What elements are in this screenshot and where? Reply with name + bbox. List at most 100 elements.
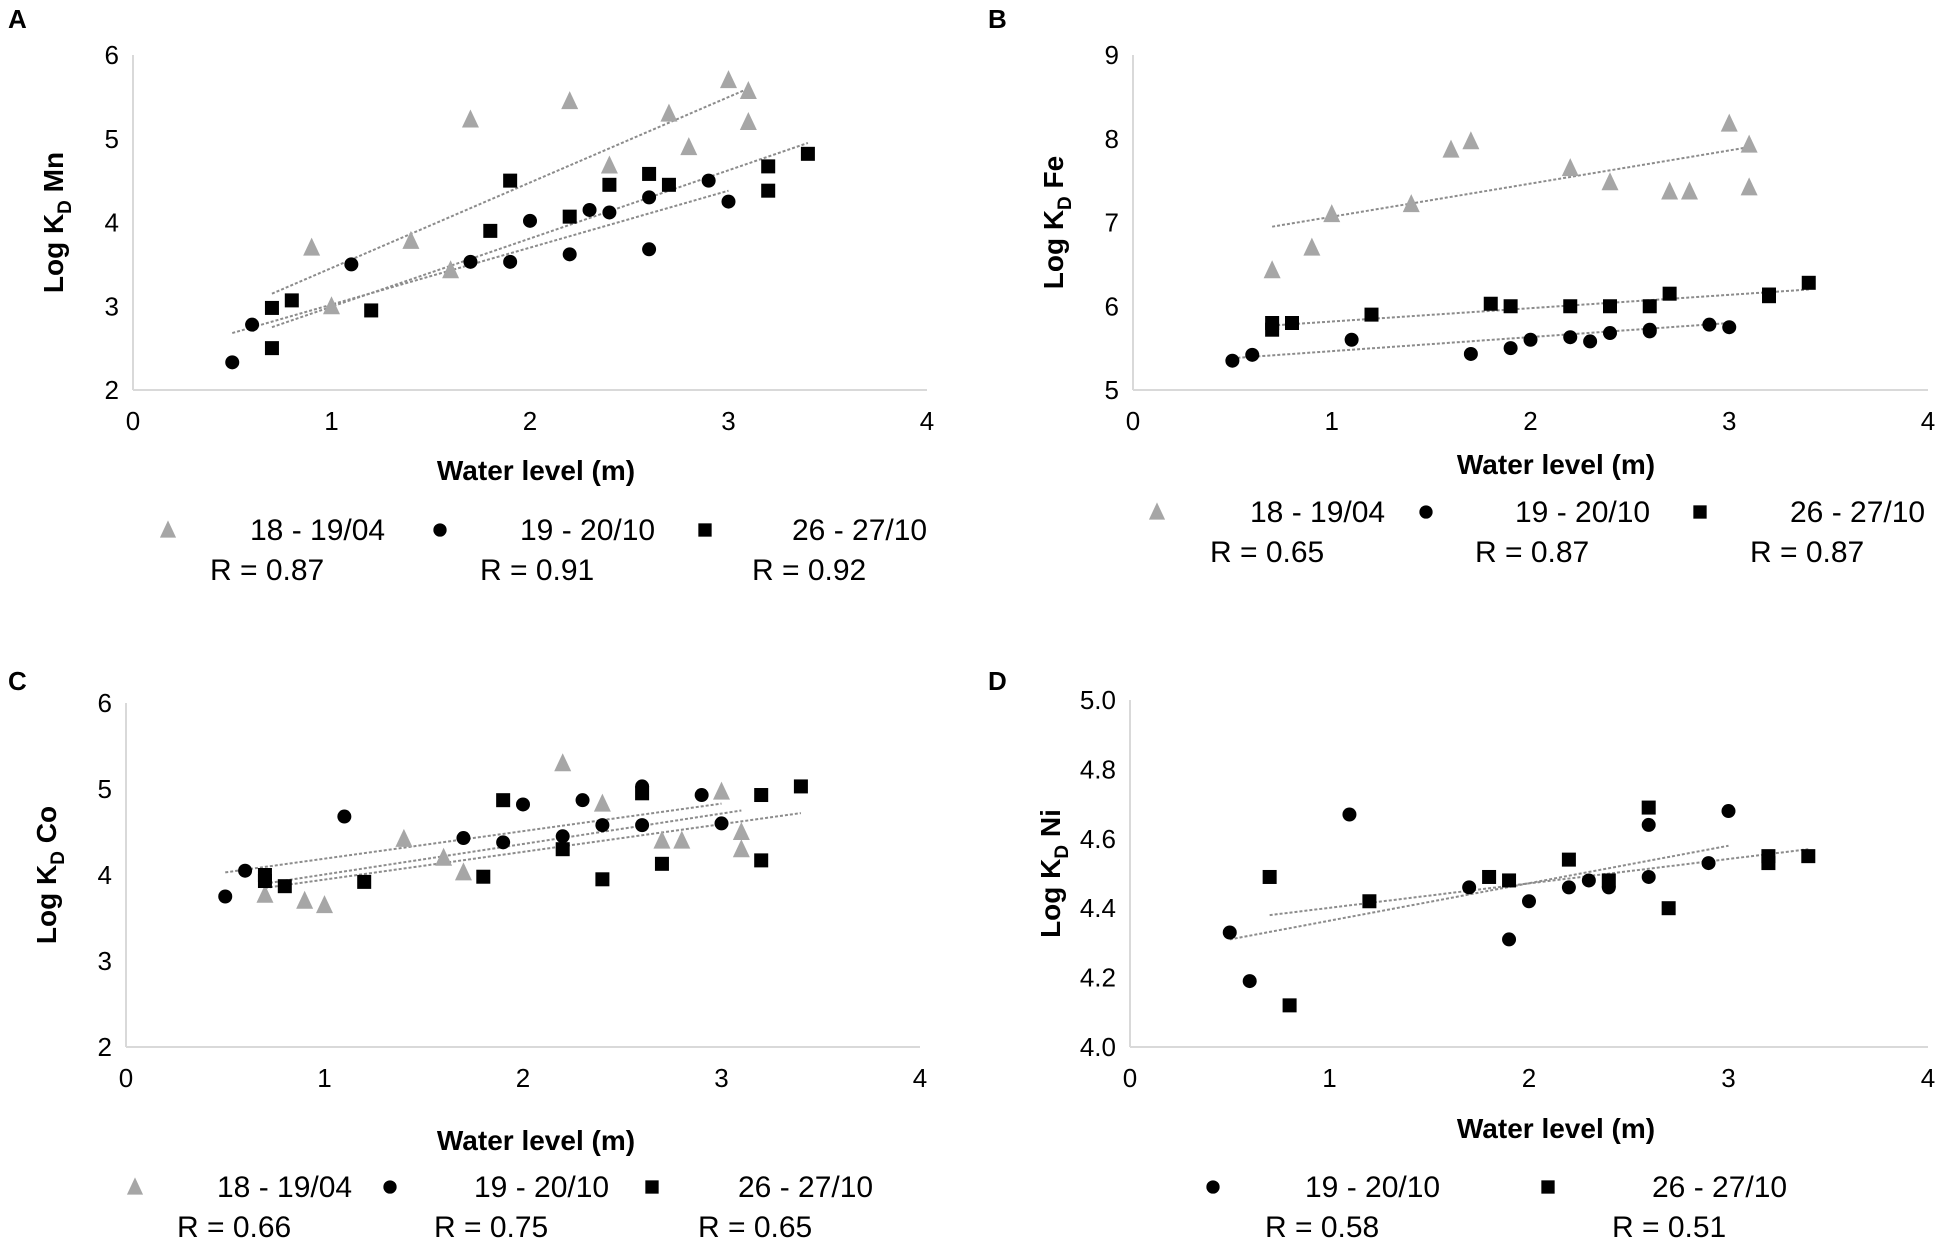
- data-point-square: [1483, 296, 1498, 311]
- y-tick-label: 2: [105, 375, 119, 405]
- data-point-square: [1801, 275, 1816, 290]
- data-point-square: [483, 223, 498, 238]
- legend-r-value: R = 0.87: [210, 554, 324, 587]
- legend-r-value: R = 0.51: [1612, 1211, 1726, 1244]
- y-tick-label: 3: [105, 291, 119, 321]
- data-point-triangle: [732, 839, 750, 858]
- data-point-circle: [1463, 346, 1478, 361]
- data-point-square: [654, 856, 669, 871]
- data-point-square: [1601, 873, 1616, 888]
- data-point-triangle: [454, 862, 472, 881]
- data-point-circle: [555, 829, 570, 844]
- y-tick-label: 5: [105, 124, 119, 154]
- legend-label: 26 - 27/10: [738, 1171, 873, 1204]
- data-point-triangle: [442, 260, 460, 279]
- y-axis-label-subscript: D: [1055, 196, 1076, 210]
- data-point-triangle: [680, 137, 698, 156]
- data-point-triangle: [296, 890, 314, 909]
- data-point-triangle: [673, 830, 691, 849]
- data-point-circle: [344, 257, 359, 272]
- data-point-square: [1362, 894, 1377, 909]
- data-point-circle: [1641, 869, 1656, 884]
- data-point-triangle: [593, 793, 611, 812]
- x-tick-label: 3: [1722, 406, 1736, 436]
- panel-a: A 0 1 2 3 4 2 3 4 5 6 Water level (m) Log KD Mn 18 - …: [8, 4, 934, 587]
- data-point-circle: [1701, 856, 1716, 871]
- data-point-triangle: [1462, 131, 1480, 150]
- legend-r-value: R = 0.75: [434, 1211, 548, 1244]
- data-point-triangle: [554, 753, 572, 772]
- y-tick-label: 5.0: [1080, 685, 1116, 715]
- x-tick-label: 2: [523, 406, 537, 436]
- data-point-square: [562, 209, 577, 224]
- data-point-triangle: [713, 781, 730, 800]
- data-point-triangle: [256, 884, 274, 903]
- data-point-circle: [1344, 332, 1359, 347]
- data-point-circle: [1561, 880, 1576, 895]
- x-tick-label: 1: [1322, 1063, 1336, 1093]
- legend-r-value: R = 0.87: [1750, 536, 1864, 569]
- legend-label: 18 - 19/04: [217, 1171, 352, 1204]
- panel-d: D 0 1 2 3 4 4.0 4.2 4.4 4.6 4.8 5.0 Water level (m) L…: [988, 666, 1935, 1244]
- legend-r-value: R = 0.91: [480, 554, 594, 587]
- data-point-circle: [516, 797, 530, 812]
- data-point-circle: [456, 831, 471, 846]
- data-point-triangle: [1720, 113, 1738, 132]
- data-point-square: [1563, 299, 1578, 314]
- legend-label: 26 - 27/10: [1790, 496, 1925, 529]
- data-point-circle: [496, 835, 511, 850]
- data-point-square: [1801, 849, 1816, 864]
- data-point-triangle: [323, 296, 340, 315]
- x-tick-label: 2: [1523, 406, 1537, 436]
- data-point-square: [1285, 316, 1299, 330]
- legend-marker-square: [1541, 1180, 1555, 1194]
- data-point-square: [357, 874, 372, 889]
- data-point-square: [1661, 901, 1676, 916]
- x-tick-label: 1: [1325, 406, 1339, 436]
- data-point-circle: [595, 818, 610, 833]
- data-point-square: [661, 177, 676, 192]
- data-point-triangle: [1323, 204, 1341, 223]
- trendline: [271, 141, 809, 329]
- data-point-circle: [1563, 330, 1578, 345]
- x-tick-label: 2: [1522, 1063, 1536, 1093]
- data-point-square: [754, 788, 769, 803]
- data-point-circle: [1583, 334, 1598, 349]
- data-point-square: [496, 793, 511, 808]
- y-tick-label: 6: [98, 688, 112, 718]
- legend-r-value: R = 0.66: [177, 1211, 291, 1244]
- legend-marker-circle: [1419, 505, 1433, 519]
- data-point-circle: [1641, 817, 1656, 832]
- x-axis-label: Water level (m): [1457, 1113, 1655, 1144]
- data-point-square: [800, 146, 815, 161]
- data-point-triangle: [561, 91, 579, 110]
- y-tick-label: 9: [1105, 40, 1119, 70]
- trendline: [1272, 288, 1809, 327]
- data-point-circle: [1245, 347, 1260, 362]
- data-point-circle: [225, 355, 240, 370]
- panel-label: A: [8, 4, 27, 34]
- data-point-square: [1762, 287, 1776, 302]
- data-point-circle: [1522, 894, 1536, 909]
- y-tick-label: 4.0: [1080, 1032, 1116, 1062]
- x-tick-label: 4: [1921, 406, 1935, 436]
- data-point-circle: [503, 254, 518, 269]
- data-point-circle: [337, 809, 352, 824]
- legend-label: 19 - 20/10: [1515, 496, 1650, 529]
- data-point-triangle: [653, 830, 671, 849]
- y-axis-label-rest: Fe: [1038, 156, 1069, 196]
- data-point-triangle: [1402, 194, 1420, 213]
- x-tick-label: 1: [317, 1063, 331, 1093]
- data-point-circle: [1642, 324, 1657, 339]
- data-point-triangle: [739, 81, 757, 100]
- data-point-square: [754, 853, 769, 868]
- data-point-circle: [562, 247, 577, 262]
- legend-marker-triangle: [159, 520, 177, 538]
- trendline: [231, 189, 729, 335]
- panel-c: C 0 1 2 3 4 2 3 4 5 6 Water level (m) Log KD Co 18 - …: [8, 666, 927, 1244]
- y-tick-label: 4.2: [1080, 963, 1116, 993]
- data-point-circle: [1225, 353, 1240, 368]
- data-point-square: [1761, 849, 1776, 864]
- data-point-square: [1282, 998, 1297, 1013]
